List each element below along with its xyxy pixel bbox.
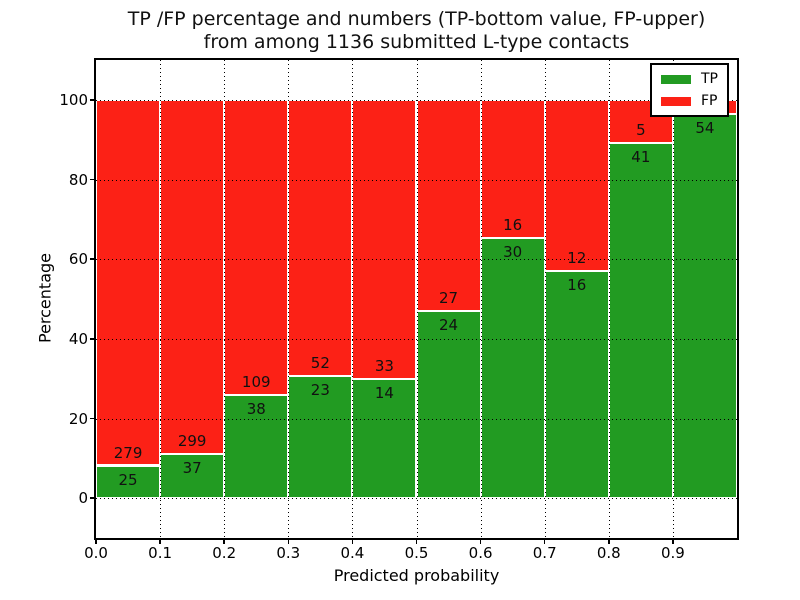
y-tick-mark bbox=[90, 497, 94, 499]
tp-count-label: 23 bbox=[310, 380, 330, 399]
x-tick-label: 0.8 bbox=[596, 544, 621, 562]
x-tick-mark bbox=[223, 540, 225, 544]
x-tick-mark bbox=[415, 540, 418, 544]
vertical-gridline bbox=[224, 60, 226, 538]
x-tick-mark bbox=[479, 540, 482, 544]
x-tick-label: 0.4 bbox=[340, 544, 365, 562]
tp-count-label: 16 bbox=[567, 275, 587, 294]
tp-count-label: 38 bbox=[246, 399, 266, 418]
y-tick-label: 60 bbox=[68, 250, 88, 269]
tp-bar-segment bbox=[544, 270, 609, 499]
fp-count-label: 299 bbox=[177, 432, 207, 451]
tp-count-label: 24 bbox=[439, 315, 459, 334]
tp-count-label: 54 bbox=[695, 119, 715, 138]
fp-bar-segment bbox=[416, 99, 481, 311]
x-tick-label: 0.6 bbox=[468, 544, 493, 562]
x-tick-label: 0.2 bbox=[212, 544, 237, 562]
legend-item-fp: FP bbox=[661, 94, 718, 108]
fp-bar-segment bbox=[544, 99, 609, 271]
chart-title-line2: from among 1136 submitted L-type contact… bbox=[203, 31, 630, 53]
x-axis-label: Predicted probability bbox=[333, 566, 500, 585]
fp-bar-segment bbox=[96, 99, 161, 466]
vertical-gridline bbox=[480, 60, 482, 538]
y-tick-label: 20 bbox=[68, 409, 88, 428]
x-tick-mark bbox=[672, 540, 674, 544]
y-tick-mark bbox=[90, 417, 94, 420]
x-tick-mark bbox=[287, 540, 290, 544]
x-tick-label: 0.5 bbox=[404, 544, 429, 562]
tp-legend-label: TP bbox=[701, 71, 718, 87]
x-tick-mark bbox=[351, 540, 354, 544]
tp-count-label: 30 bbox=[503, 243, 523, 262]
fp-count-label: 279 bbox=[113, 443, 143, 462]
x-tick-mark bbox=[95, 540, 97, 544]
legend: TP FP bbox=[650, 63, 729, 117]
fp-bar-segment bbox=[288, 99, 353, 376]
fp-count-label: 16 bbox=[503, 216, 523, 235]
x-tick-label: 0.3 bbox=[276, 544, 301, 562]
x-tick-label: 0.0 bbox=[84, 544, 108, 562]
x-tick-label: 0.1 bbox=[148, 544, 173, 562]
y-tick-label: 80 bbox=[68, 170, 88, 189]
tp-legend-swatch bbox=[661, 74, 691, 84]
vertical-gridline bbox=[160, 60, 162, 538]
vertical-gridline bbox=[544, 60, 546, 538]
y-tick-label: 40 bbox=[68, 329, 88, 348]
y-tick-mark bbox=[90, 258, 94, 260]
plot-area: TP FP 25 279 37 299 38 109 23 52 14 33 24 27 30 16 16 1… bbox=[90, 58, 739, 544]
vertical-gridline bbox=[672, 60, 674, 538]
tp-count-label: 37 bbox=[182, 459, 202, 478]
y-tick-mark bbox=[90, 178, 94, 181]
fp-bar-segment bbox=[224, 99, 289, 395]
tp-count-label: 41 bbox=[631, 148, 651, 167]
x-tick-label: 0.9 bbox=[660, 544, 685, 562]
vertical-gridline bbox=[352, 60, 354, 538]
fp-count-label: 52 bbox=[310, 353, 330, 372]
chart-title-line1: TP /FP percentage and numbers (TP-bottom… bbox=[127, 8, 706, 30]
y-tick-mark bbox=[90, 338, 94, 340]
tp-bar-segment bbox=[160, 454, 225, 499]
fp-count-label: 27 bbox=[439, 288, 459, 307]
tp-bar-segment bbox=[416, 310, 481, 499]
fp-count-label: 5 bbox=[636, 121, 646, 140]
tp-bar-segment bbox=[480, 238, 545, 499]
y-tick-label: 100 bbox=[59, 90, 88, 109]
y-tick-label: 0 bbox=[78, 489, 88, 508]
tp-bar-segment bbox=[288, 375, 353, 499]
tp-count-label: 25 bbox=[118, 470, 138, 489]
fp-bar-segment bbox=[160, 99, 225, 455]
tp-bar-segment bbox=[608, 143, 673, 499]
fp-legend-label: FP bbox=[701, 93, 718, 109]
fp-count-label: 109 bbox=[241, 372, 271, 391]
tp-bar-segment bbox=[672, 114, 737, 499]
vertical-gridline bbox=[288, 60, 290, 538]
tp-count-label: 14 bbox=[374, 384, 394, 403]
y-tick-mark bbox=[90, 99, 94, 101]
tp-bar-segment bbox=[96, 465, 161, 499]
x-tick-label: 0.7 bbox=[532, 544, 557, 562]
chart-title: TP /FP percentage and numbers (TP-bottom… bbox=[96, 8, 737, 54]
vertical-gridline bbox=[416, 60, 418, 538]
fp-legend-swatch bbox=[661, 96, 691, 106]
vertical-gridline bbox=[608, 60, 610, 538]
legend-item-tp: TP bbox=[661, 72, 718, 86]
fp-bar-segment bbox=[352, 99, 417, 380]
x-tick-mark bbox=[608, 540, 610, 544]
x-tick-mark bbox=[543, 540, 546, 544]
x-tick-mark bbox=[159, 540, 161, 544]
fp-count-label: 33 bbox=[374, 357, 394, 376]
fp-count-label: 12 bbox=[567, 248, 587, 267]
